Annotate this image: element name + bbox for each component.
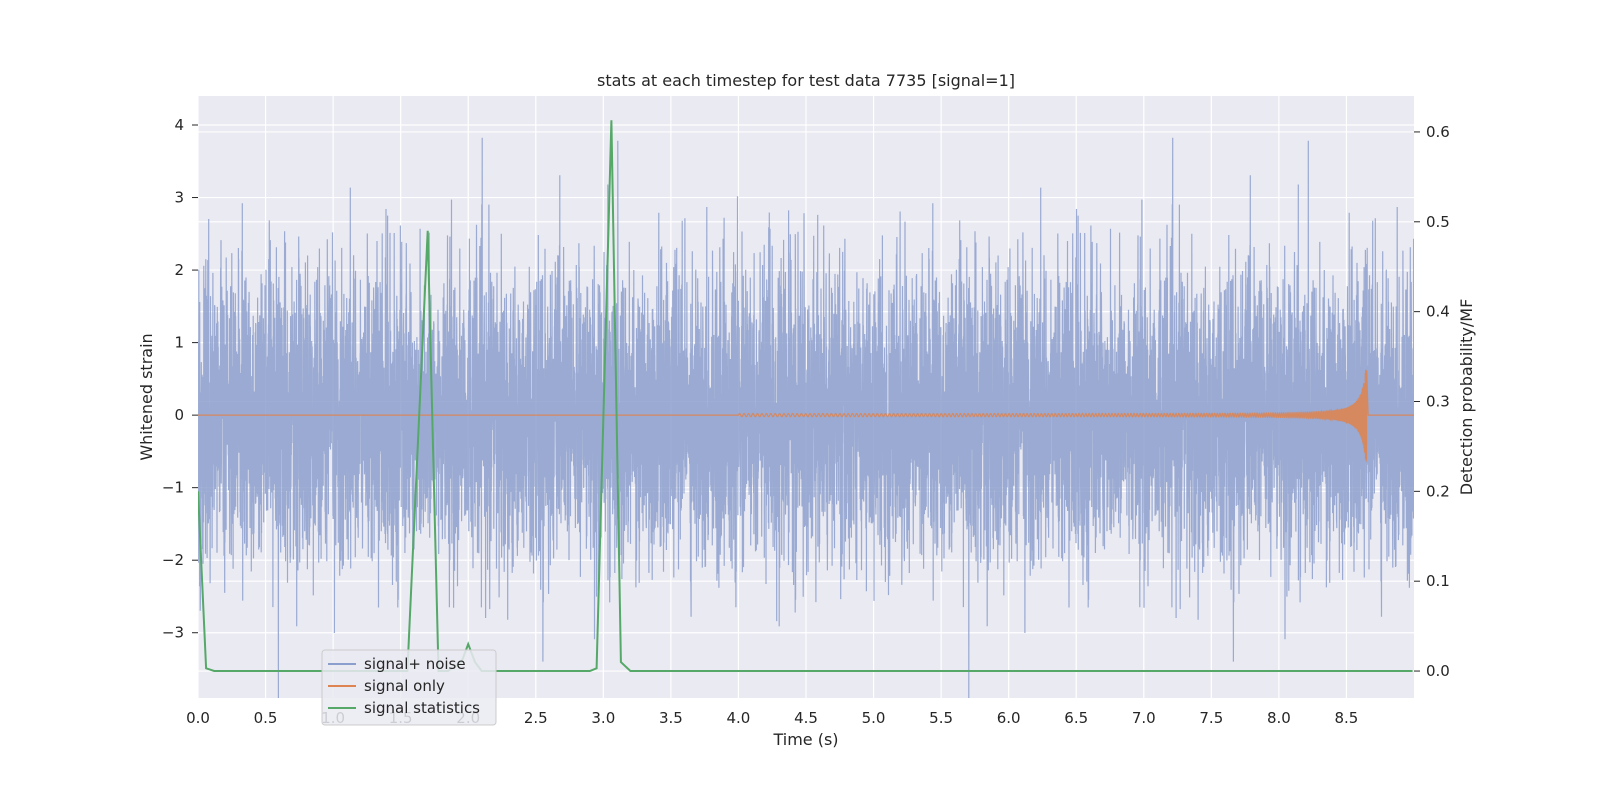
left-y-tick-label: 3 [174, 189, 184, 207]
left-y-tick-label: 4 [174, 116, 184, 134]
right-y-tick-label: 0.2 [1426, 482, 1450, 500]
signal-only-line [198, 369, 1414, 462]
x-tick-label: 6.5 [1064, 709, 1088, 727]
right-y-tick-label: 0.6 [1426, 123, 1450, 141]
x-tick-label: 4.5 [794, 709, 818, 727]
x-tick-label: 3.0 [591, 709, 615, 727]
x-tick-label: 4.0 [727, 709, 751, 727]
left-y-tick-label: 1 [174, 334, 184, 352]
x-tick-label: 5.0 [862, 709, 886, 727]
x-tick-label: 7.0 [1132, 709, 1156, 727]
right-y-tick-labels: 0.0 0.1 0.2 0.3 0.4 0.5 0.6 [1426, 123, 1450, 680]
legend-box [321, 649, 497, 726]
x-tick-label: 8.0 [1267, 709, 1291, 727]
left-y-tick-label: 2 [174, 261, 184, 279]
chart-title: stats at each timestep for test data 773… [597, 71, 1015, 90]
x-tick-label: 0.0 [186, 709, 210, 727]
right-y-tick-label: 0.3 [1426, 392, 1450, 410]
signal-noise-line [198, 137, 1414, 698]
left-y-tick-label: −1 [162, 479, 184, 497]
right-y-tick-label: 0.4 [1426, 303, 1450, 321]
x-tick-label: 3.5 [659, 709, 683, 727]
left-y-tick-label: −3 [162, 624, 184, 642]
legend-label-signal-statistics: signal statistics [364, 699, 480, 717]
legend: signal+ noise signal only signal statist… [321, 649, 497, 726]
x-tick-label: 0.5 [254, 709, 278, 727]
x-tick-label: 2.5 [524, 709, 548, 727]
x-tick-label: 5.5 [929, 709, 953, 727]
x-axis-title: Time (s) [772, 730, 838, 749]
right-y-tick-label: 0.0 [1426, 662, 1450, 680]
left-y-tick-labels: −3 −2 −1 0 1 2 3 4 [162, 116, 184, 642]
left-y-axis-title: Whitened strain [137, 333, 156, 460]
left-y-tick-label: −2 [162, 551, 184, 569]
right-y-tick-label: 0.1 [1426, 572, 1450, 590]
legend-label-signal-only: signal only [364, 677, 445, 695]
x-tick-label: 7.5 [1199, 709, 1223, 727]
x-tick-label: 8.5 [1335, 709, 1359, 727]
left-y-tick-label: 0 [174, 406, 184, 424]
legend-label-signal-noise: signal+ noise [364, 655, 466, 673]
x-tick-label: 6.0 [997, 709, 1021, 727]
right-y-tick-label: 0.5 [1426, 213, 1450, 231]
right-y-axis-title: Detection probability/MF [1457, 299, 1476, 496]
